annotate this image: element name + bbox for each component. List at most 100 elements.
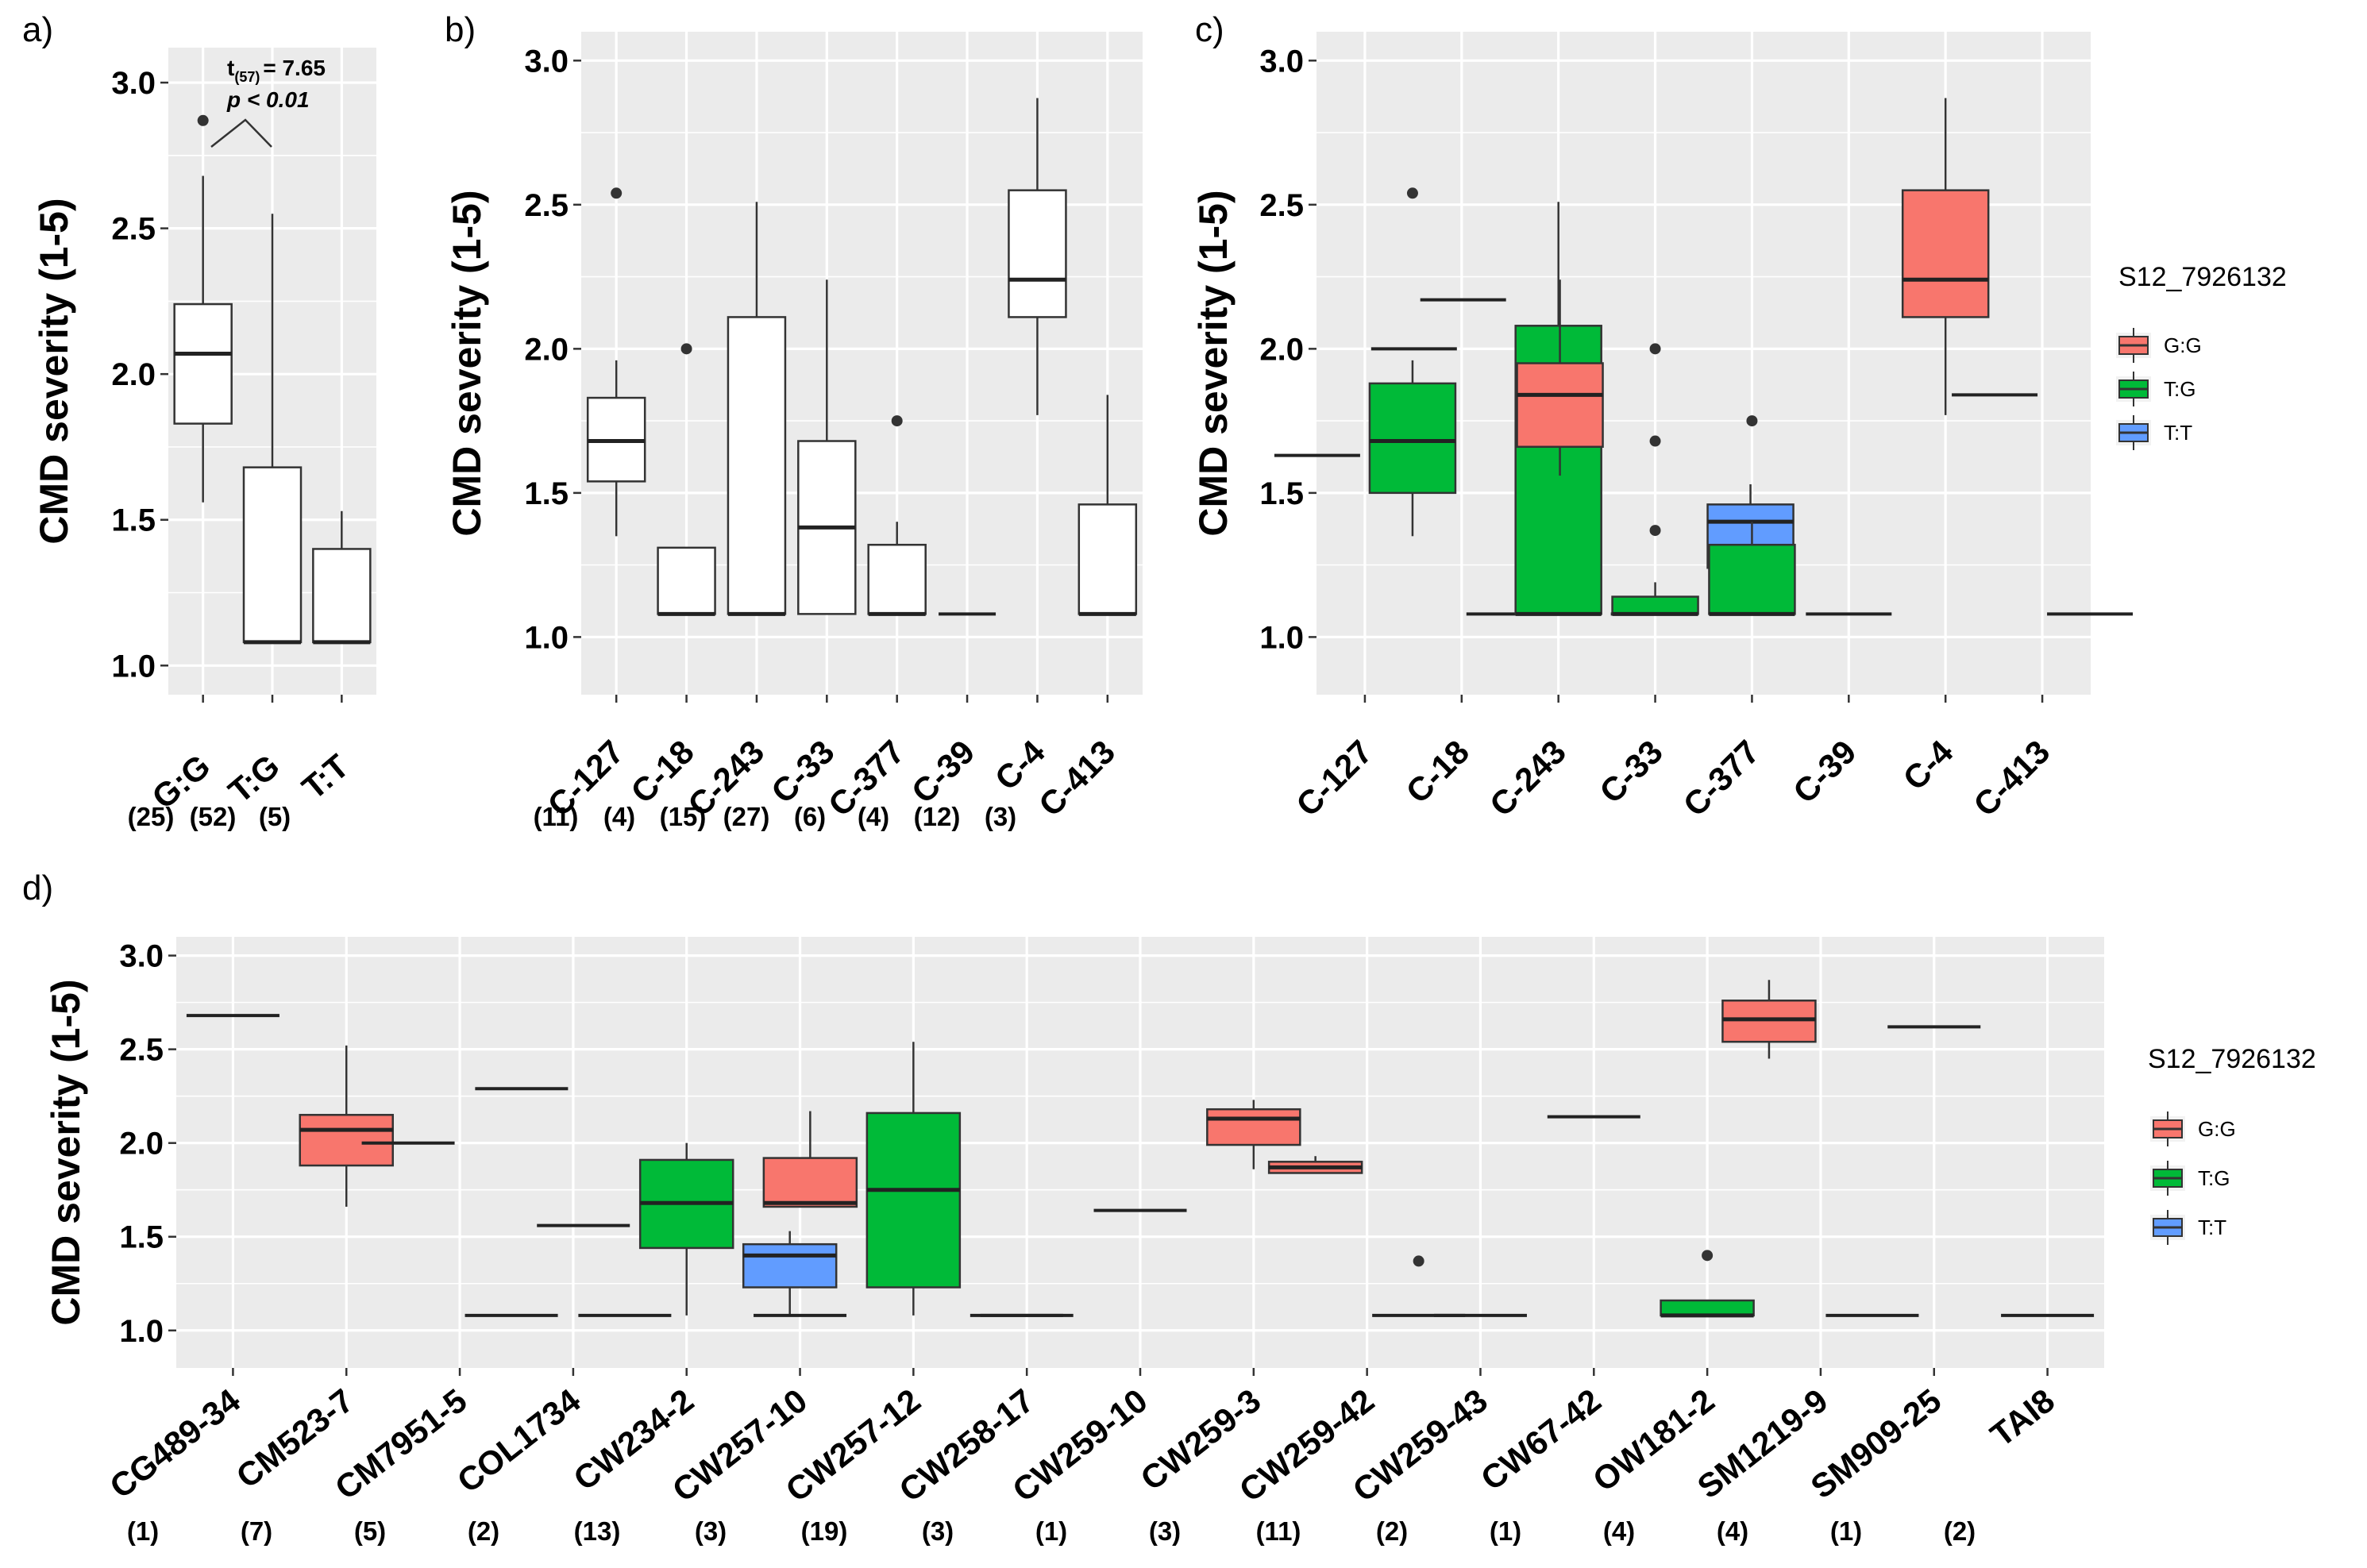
y-tick-label: 2.0 xyxy=(119,1127,164,1162)
outlier-point xyxy=(611,187,623,199)
legend-key-g-g xyxy=(2116,328,2151,363)
box-body xyxy=(173,302,233,425)
box-t-t xyxy=(312,510,372,645)
box-g-g xyxy=(173,114,233,503)
box-body xyxy=(1901,189,1990,318)
sample-count: (5) xyxy=(354,1516,386,1546)
panel-c-severity-by-family-genotype: c) 1.0 1.5 2.0 2.5 3.0 CMD severity (1-5) C-127… xyxy=(1191,10,2287,823)
sample-count: (3) xyxy=(922,1516,954,1546)
sample-count: (15) xyxy=(660,802,707,831)
plot-background xyxy=(1316,32,2091,695)
legend-label: T:G xyxy=(2164,377,2195,401)
box-cw234-2-t-t xyxy=(742,1231,838,1316)
box-c-127-t-g xyxy=(1368,187,1457,537)
sample-count: (2) xyxy=(1376,1516,1408,1546)
box-body xyxy=(299,1114,394,1167)
x-tick-label: T:G xyxy=(222,747,287,810)
x-tick-label: C-33 xyxy=(1592,733,1670,811)
y-tick-label: 3.0 xyxy=(111,66,156,101)
y-tick-label: 1.0 xyxy=(1259,620,1304,655)
y-axis-label: CMD severity (1-5) xyxy=(44,979,88,1325)
outlier-point xyxy=(1702,1250,1714,1262)
outlier-point xyxy=(1406,187,1418,199)
box-cm523-7-g-g xyxy=(299,1045,394,1207)
x-tick-label: C-413 xyxy=(1031,733,1122,823)
x-tick-label: T:T xyxy=(295,747,356,807)
y-tick-label: 1.0 xyxy=(524,620,569,655)
x-tick-label: C-18 xyxy=(1399,733,1477,811)
sample-count: (3) xyxy=(985,802,1016,831)
box-body xyxy=(1077,503,1138,615)
x-tick-label: CG489-34 xyxy=(102,1381,247,1506)
box-body xyxy=(742,1242,838,1289)
outlier-point xyxy=(197,114,209,126)
box-body xyxy=(312,548,372,644)
box-c-377 xyxy=(867,415,927,616)
x-tick-label: COL1734 xyxy=(450,1381,588,1501)
panel-tag: d) xyxy=(22,869,53,907)
sample-count: (11) xyxy=(534,802,579,831)
box-cw257-12-t-g xyxy=(865,1042,962,1316)
y-tick-label: 1.0 xyxy=(111,649,156,684)
legend-label: G:G xyxy=(2198,1117,2236,1141)
sample-count: (1) xyxy=(1035,1516,1067,1546)
box-c-4 xyxy=(1008,98,1067,415)
x-tick-label: C-243 xyxy=(1482,733,1573,823)
box-sm1219-9-g-g xyxy=(1721,980,1817,1059)
legend-title: S12_7926132 xyxy=(2148,1044,2316,1074)
box-body xyxy=(1516,362,1604,449)
y-tick-label: 3.0 xyxy=(119,939,164,974)
x-tick-label: C-39 xyxy=(904,733,982,811)
legend-label: T:T xyxy=(2164,421,2192,445)
sample-count: (11) xyxy=(1256,1516,1301,1546)
box-body xyxy=(1206,1108,1301,1146)
box-body xyxy=(657,546,716,615)
box-body xyxy=(1708,543,1796,615)
sample-count: (1) xyxy=(127,1516,159,1546)
sample-count: (1) xyxy=(1490,1516,1521,1546)
x-tick-label: C-4 xyxy=(1895,733,1960,798)
sample-count: (2) xyxy=(468,1516,499,1546)
box-body xyxy=(1368,382,1457,495)
sample-count: (4) xyxy=(1717,1516,1748,1546)
x-tick-label: CW67-42 xyxy=(1474,1381,1608,1497)
sample-count: (6) xyxy=(794,802,826,831)
y-tick-label: 2.0 xyxy=(1259,332,1304,367)
annotation-t-value: = 7.65 xyxy=(263,56,326,80)
box-body xyxy=(1008,189,1067,318)
y-tick-label: 1.5 xyxy=(111,503,156,538)
sample-count: (52) xyxy=(190,802,237,831)
y-tick-label: 2.0 xyxy=(524,332,569,367)
sample-count: (7) xyxy=(241,1516,272,1546)
sample-count: (25) xyxy=(128,802,175,831)
annotation-t-label: t xyxy=(227,56,234,80)
annotation-t-statistic: t(57) = 7.65 xyxy=(227,56,326,85)
y-tick-label: 2.0 xyxy=(111,357,156,392)
box-body xyxy=(1611,595,1699,615)
sample-count: (1) xyxy=(1830,1516,1862,1546)
legend-key-t-g xyxy=(2150,1161,2185,1196)
box-body xyxy=(1660,1299,1755,1317)
y-tick-label: 2.5 xyxy=(119,1033,164,1068)
y-tick-label: 2.5 xyxy=(1259,188,1304,223)
annotation-t-df: (57) xyxy=(234,69,260,85)
sample-count: (19) xyxy=(801,1516,848,1546)
legend-key-t-t xyxy=(2116,415,2151,450)
box-c-377-t-g xyxy=(1708,415,1796,616)
box-cw234-2-t-g xyxy=(638,1142,734,1316)
x-tick-label: C-39 xyxy=(1786,733,1864,811)
outlier-point xyxy=(1413,1255,1424,1267)
box-c-33-g-g xyxy=(1516,279,1604,476)
box-body xyxy=(242,466,303,644)
outlier-point xyxy=(1649,525,1661,537)
sample-count: (2) xyxy=(1944,1516,1976,1546)
legend-label: G:G xyxy=(2164,333,2202,357)
box-body xyxy=(865,1111,962,1289)
sample-count: (12) xyxy=(914,802,961,831)
y-tick-label: 1.0 xyxy=(119,1314,164,1349)
box-c-127 xyxy=(586,187,646,537)
box-body xyxy=(867,543,927,615)
outlier-point xyxy=(1649,435,1661,447)
